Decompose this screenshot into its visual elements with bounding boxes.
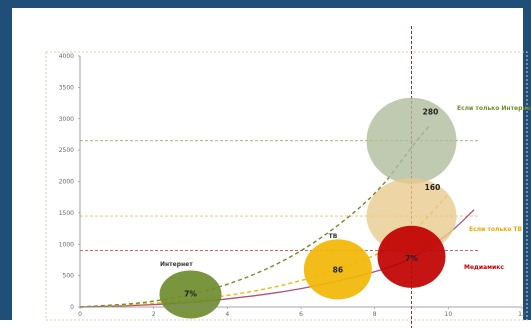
y-tick-label: 500 [63, 273, 75, 280]
plot-area-border [45, 51, 528, 321]
x-tick-label: 10 [445, 311, 453, 318]
series-label-медиамикс: Медиамикс [464, 264, 504, 271]
y-tick-label: 3000 [59, 116, 74, 123]
x-tick-label: 4 [225, 311, 229, 318]
y-tick-label: 0 [70, 304, 74, 311]
x-tick-label: 8 [373, 311, 377, 318]
y-tick-label: 1000 [59, 241, 74, 248]
x-tick-label: 0 [78, 311, 82, 318]
bubble-медиамикс [377, 225, 446, 288]
y-tick-label: 2500 [59, 147, 74, 154]
x-tick-label: 2 [152, 311, 156, 318]
bubble-тв [303, 239, 372, 300]
x-tick-label: 6 [299, 311, 303, 318]
bubble-chart: 0 500 1000 1500 2000 2500 3000 3500 4000 0 2 4 6 8 10 1… [45, 26, 531, 328]
bubble-если-только-интернет [366, 97, 457, 184]
series-label-если-только-тв: Если только ТВ [469, 226, 523, 233]
bubble-value-label-медиамикс: 7% [405, 254, 418, 263]
y-tick-label: 2000 [59, 179, 74, 186]
y-tick-label: 1500 [59, 210, 74, 217]
bubble-интернет [159, 270, 222, 319]
series-label-если-только-интернет: Если только Интерне [457, 105, 531, 112]
series-label-интернет: Интернет [160, 261, 193, 268]
y-tick-label: 3500 [59, 84, 74, 91]
bubble-value-label-если-только-тв: 160 [425, 183, 441, 192]
x-tick-label: 12 [518, 311, 526, 318]
bubble-value-label-тв: 86 [333, 265, 343, 274]
bubble-value-label-если-только-интернет: 280 [423, 108, 439, 117]
y-tick-label: 4000 [59, 53, 74, 60]
series-label-тв: ТВ [329, 233, 338, 240]
bubble-value-label-интернет: 7% [184, 289, 197, 298]
